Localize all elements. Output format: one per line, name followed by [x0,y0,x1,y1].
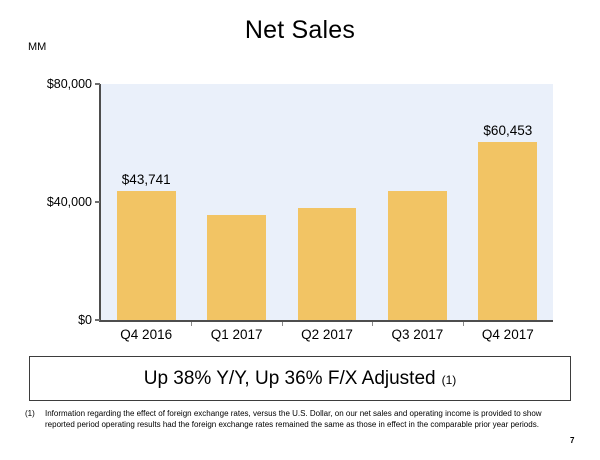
footnote: (1) Information regarding the effect of … [25,409,577,430]
x-axis-label-q4-2016: Q4 2016 [120,327,173,342]
y-axis: $0 $40,000 $80,000 [0,77,95,327]
x-tick-mark [372,322,374,326]
y-tick-mark [95,319,100,321]
x-tick-mark [281,322,283,326]
bar-group-q3-2017 [372,84,462,320]
x-axis-label-q1-2017: Q1 2017 [210,327,263,342]
bar-q4-2016: $43,741 [116,172,176,320]
bar-q1-2017 [207,214,266,320]
banner-footnote-ref: (1) [441,372,457,387]
bar-q2-2017 [297,208,357,320]
y-tick-mark [95,83,100,85]
footnote-text: Information regarding the effect of fore… [45,409,577,430]
units-label: MM [28,41,47,53]
page-number: 7 [570,436,575,445]
footnote-line-2: reported period operating results had th… [45,419,539,429]
bar-group-q4-2016: $43,741 [101,84,191,320]
bar-group-q4-2017: $60,453 [463,84,553,320]
bar-value-label-q4-2016: $43,741 [121,171,171,187]
x-axis-label-q3-2017: Q3 2017 [391,327,444,342]
bar-value-label-q4-2017: $60,453 [483,122,533,138]
chart-title: Net Sales [244,16,356,44]
footnote-line-1: Information regarding the effect of fore… [45,409,542,418]
bar-q4-2017: $60,453 [478,123,538,320]
plot-area: $43,741 $60,453 [99,84,553,322]
x-tick-mark [191,322,193,326]
x-axis-label-q4-2017: Q4 2017 [481,327,534,342]
x-tick-mark [462,322,464,326]
bar-group-q2-2017 [282,84,372,320]
footnote-marker: (1) [25,409,35,418]
bar-group-q1-2017 [191,84,281,320]
summary-banner: Up 38% Y/Y, Up 36% F/X Adjusted (1) [29,356,571,401]
banner-text: Up 38% Y/Y, Up 36% F/X Adjusted [143,367,436,389]
y-tick-label: $80,000 [46,77,92,91]
bar-q3-2017 [388,190,447,320]
y-tick-mark [95,201,100,203]
x-axis-label-q2-2017: Q2 2017 [301,327,353,342]
x-axis-labels: Q4 2016 Q1 2017 Q2 2017 Q3 2017 Q4 2017 [101,327,553,342]
y-tick-label: $0 [78,313,92,327]
y-tick-label: $40,000 [46,195,92,209]
